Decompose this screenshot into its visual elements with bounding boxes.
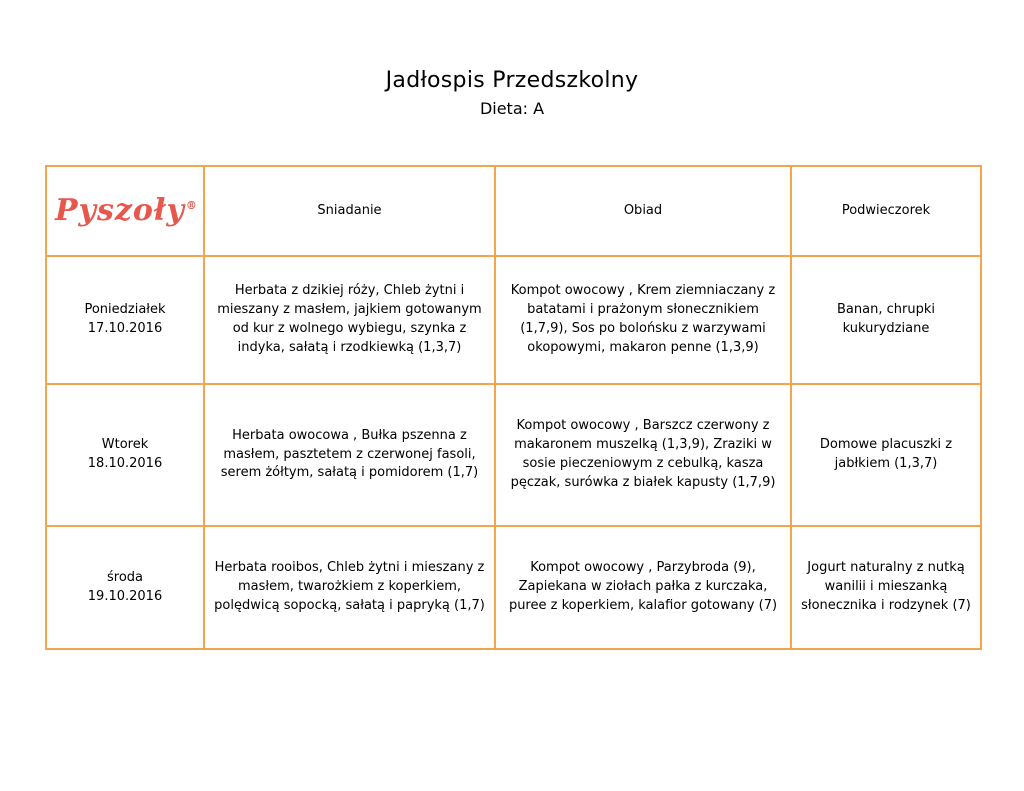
cell-snack: Jogurt naturalny z nutką wanilii i miesz… bbox=[790, 525, 982, 650]
day-cell: Wtorek 18.10.2016 bbox=[45, 383, 205, 527]
day-date: 19.10.2016 bbox=[87, 588, 163, 604]
cell-breakfast: Herbata owocowa , Bułka pszenna z masłem… bbox=[203, 383, 496, 527]
header-breakfast: Sniadanie bbox=[203, 165, 496, 257]
table-row-wednesday: środa 19.10.2016 Herbata rooibos, Chleb … bbox=[45, 525, 982, 650]
cell-snack: Banan, chrupki kukurydziane bbox=[790, 255, 982, 385]
cell-breakfast: Herbata rooibos, Chleb żytni i mieszany … bbox=[203, 525, 496, 650]
day-name: Wtorek bbox=[101, 437, 149, 453]
day-cell: środa 19.10.2016 bbox=[45, 525, 205, 650]
header-snack: Podwieczorek bbox=[790, 165, 982, 257]
table-row-tuesday: Wtorek 18.10.2016 Herbata owocowa , Bułk… bbox=[45, 383, 982, 527]
cell-lunch: Kompot owocowy , Barszcz czerwony z maka… bbox=[494, 383, 792, 527]
header-lunch: Obiad bbox=[494, 165, 792, 257]
diet-subtitle: Dieta: A bbox=[479, 99, 545, 118]
cell-lunch: Kompot owocowy , Krem ziemniaczany z bat… bbox=[494, 255, 792, 385]
day-date: 17.10.2016 bbox=[87, 321, 163, 336]
pyszoly-logo: Pyszoły® bbox=[55, 193, 198, 228]
page-title: Jadłospis Przedszkolny bbox=[385, 68, 639, 93]
logo-cell: Pyszoły® bbox=[45, 165, 205, 257]
registered-mark: ® bbox=[185, 199, 198, 213]
cell-breakfast: Herbata z dzikiej róży, Chleb żytni i mi… bbox=[203, 255, 496, 385]
menu-table: Pyszoły® Sniadanie Obiad Podwieczorek Po… bbox=[45, 165, 982, 650]
cell-lunch: Kompot owocowy , Parzybroda (9), Zapieka… bbox=[494, 525, 792, 650]
title-block: Jadłospis Przedszkolny Dieta: A bbox=[0, 68, 1024, 118]
table-header-row: Pyszoły® Sniadanie Obiad Podwieczorek bbox=[45, 165, 982, 257]
day-name: Poniedziałek bbox=[84, 302, 166, 318]
day-name: środa bbox=[106, 569, 143, 585]
cell-snack: Domowe placuszki z jabłkiem (1,3,7) bbox=[790, 383, 982, 527]
table-row-monday: Poniedziałek 17.10.2016 Herbata z dzikie… bbox=[45, 255, 982, 385]
day-cell: Poniedziałek 17.10.2016 bbox=[45, 255, 205, 385]
logo-text: Pyszoły bbox=[55, 193, 185, 229]
day-date: 18.10.2016 bbox=[87, 456, 163, 471]
